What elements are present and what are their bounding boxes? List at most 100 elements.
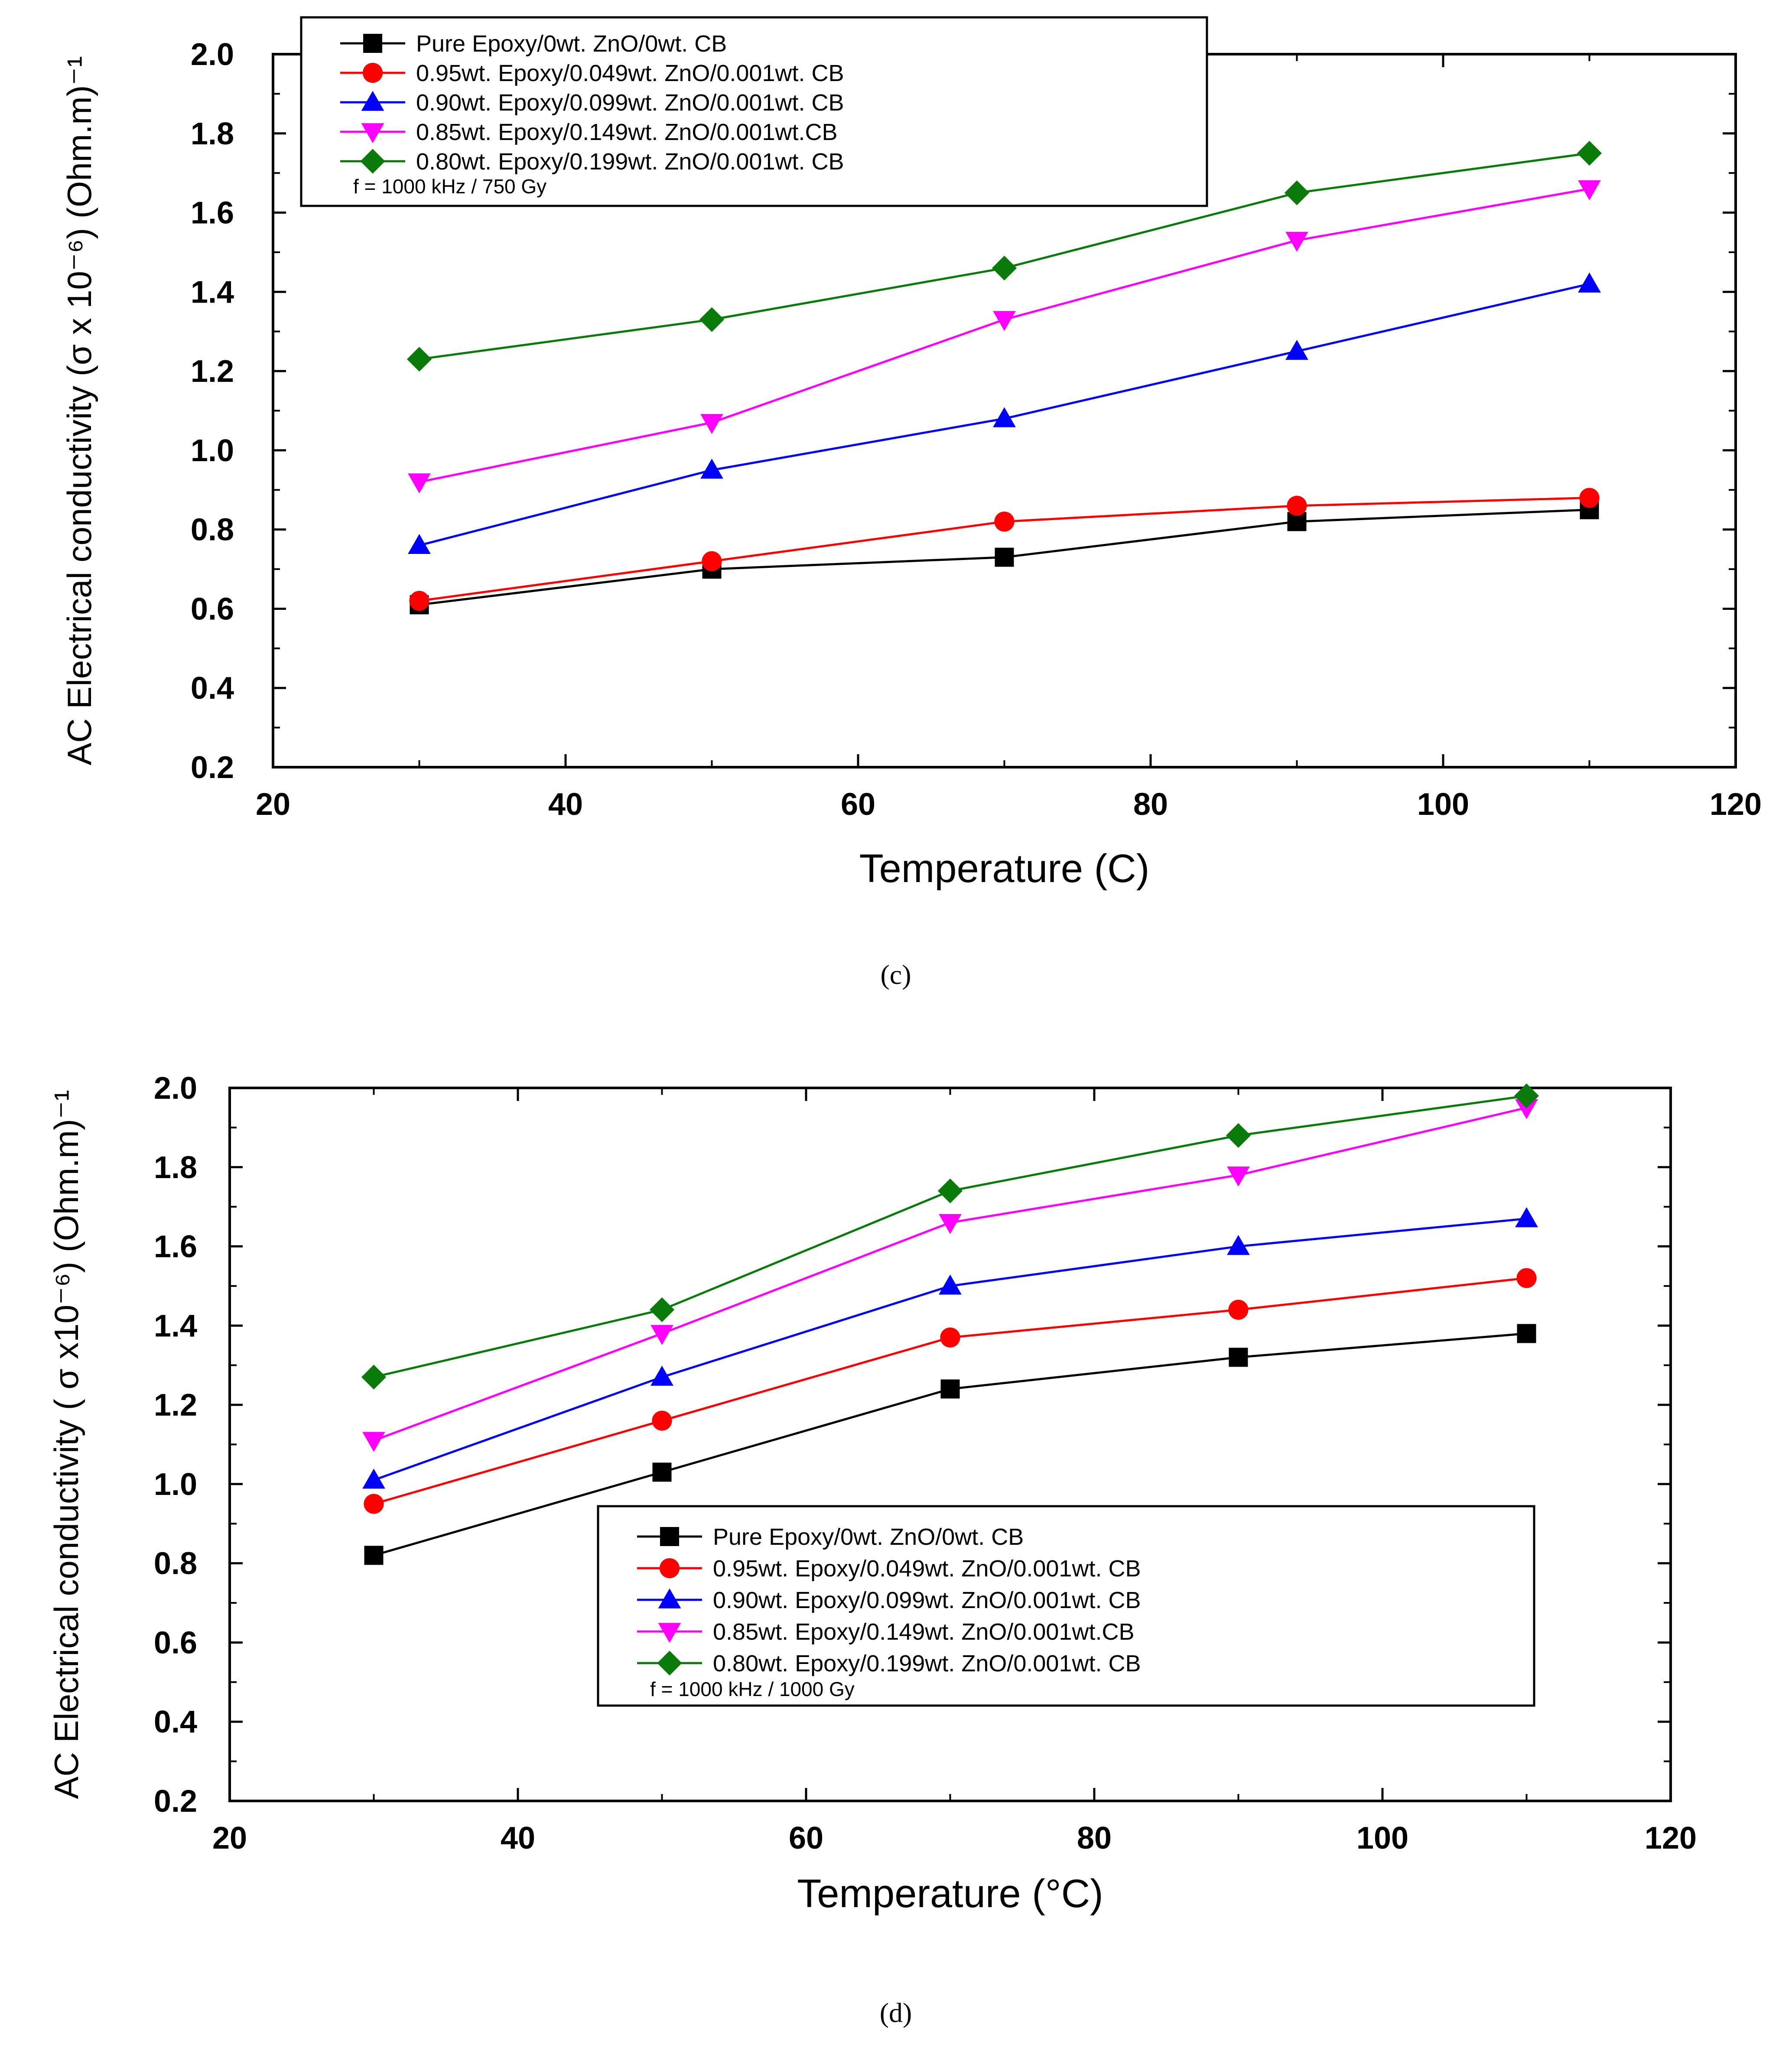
legend-entry: 0.80wt. Epoxy/0.199wt. ZnO/0.001wt. CB — [416, 149, 844, 175]
y-tick-label: 1.4 — [154, 1309, 197, 1343]
x-axis-label: Temperature (°C) — [797, 1872, 1103, 1916]
data-point — [1515, 1207, 1538, 1227]
data-point — [1579, 488, 1600, 508]
series-3 — [362, 1099, 1538, 1452]
legend-box — [597, 1505, 1535, 1707]
data-point — [1578, 180, 1601, 201]
data-point — [939, 1274, 962, 1295]
series-4 — [361, 1083, 1539, 1390]
series-0 — [364, 1324, 1536, 1565]
legend-entry: 0.80wt. Epoxy/0.199wt. ZnO/0.001wt. CB — [713, 1651, 1141, 1677]
data-point — [993, 311, 1016, 331]
x-axis-label: Temperature (C) — [859, 847, 1150, 891]
data-point — [939, 1214, 962, 1234]
series-4 — [407, 140, 1602, 372]
data-point — [1226, 1123, 1251, 1148]
data-point — [940, 1327, 960, 1348]
data-point — [408, 473, 431, 494]
y-tick-label: 1.0 — [191, 433, 234, 468]
y-tick-label: 1.2 — [154, 1388, 197, 1423]
x-tick-label: 20 — [256, 787, 290, 822]
data-point — [1229, 1348, 1248, 1367]
data-point — [650, 1365, 673, 1386]
data-point — [650, 1325, 673, 1345]
data-point — [1577, 140, 1602, 166]
data-point — [700, 414, 723, 434]
data-point — [652, 1462, 672, 1482]
panel-label: (c) — [880, 959, 911, 990]
legend-entry: 0.90wt. Epoxy/0.099wt. ZnO/0.001wt. CB — [713, 1587, 1141, 1613]
legend-marker — [363, 34, 382, 53]
y-tick-label: 2.0 — [191, 37, 234, 72]
data-point — [652, 1410, 672, 1431]
x-tick-label: 60 — [841, 787, 875, 822]
data-point — [1514, 1083, 1539, 1108]
data-point — [994, 511, 1015, 532]
legend-entry: 0.90wt. Epoxy/0.099wt. ZnO/0.001wt. CB — [416, 90, 844, 116]
series-3 — [408, 180, 1601, 494]
y-tick-label: 1.8 — [154, 1150, 197, 1185]
x-tick-label: 40 — [501, 1821, 535, 1856]
y-axis-label: AC Electrical conductivity (σ x 10⁻⁶) (O… — [60, 56, 98, 765]
y-tick-label: 1.0 — [154, 1467, 197, 1502]
data-point — [361, 1364, 387, 1390]
y-tick-label: 1.4 — [191, 275, 234, 309]
data-point — [1287, 495, 1307, 516]
legend-entry: Pure Epoxy/0wt. ZnO/0wt. CB — [713, 1524, 1024, 1550]
y-tick-label: 1.6 — [191, 196, 234, 231]
series-1 — [409, 488, 1600, 611]
series-1 — [364, 1268, 1537, 1514]
legend-note: f = 1000 kHz / 750 Gy — [353, 175, 546, 198]
y-tick-label: 0.6 — [154, 1625, 197, 1660]
y-tick-label: 1.8 — [191, 117, 234, 151]
series-2 — [408, 272, 1601, 554]
data-point — [408, 534, 431, 554]
data-point — [1285, 340, 1308, 360]
legend-marker — [660, 1527, 679, 1546]
y-tick-label: 1.2 — [191, 354, 234, 389]
y-tick-label: 0.4 — [191, 671, 234, 706]
data-point — [1284, 180, 1310, 205]
legend-note: f = 1000 kHz / 1000 Gy — [650, 1678, 855, 1700]
x-tick-label: 60 — [789, 1821, 823, 1856]
legend-entry: 0.85wt. Epoxy/0.149wt. ZnO/0.001wt.CB — [713, 1619, 1135, 1645]
data-point — [993, 407, 1016, 427]
data-point — [1227, 1235, 1250, 1255]
legend-box — [300, 16, 1208, 207]
series-line — [373, 1218, 1527, 1481]
data-point — [1516, 1268, 1537, 1288]
legend-entry: Pure Epoxy/0wt. ZnO/0wt. CB — [416, 31, 727, 57]
x-tick-label: 80 — [1077, 1821, 1112, 1856]
data-point — [1285, 231, 1308, 252]
x-tick-label: 40 — [548, 787, 583, 822]
data-point — [649, 1297, 675, 1322]
data-point — [699, 307, 725, 332]
y-tick-label: 0.2 — [191, 750, 234, 785]
x-tick-label: 100 — [1417, 787, 1469, 822]
data-point — [407, 347, 432, 372]
legend-marker — [360, 149, 385, 174]
data-point — [995, 547, 1014, 567]
chart-panel-d: 0.2 0.4 0.6 0.8 1.0 1.2 1.4 1.6 1.8 2.0 20 40 60 80 10… — [47, 1071, 1697, 2028]
legend-entry: 0.95wt. Epoxy/0.049wt. ZnO/0.001wt. CB — [416, 60, 844, 86]
data-point — [700, 459, 723, 479]
legend: Pure Epoxy/0wt. ZnO/0wt. CB 0.95wt. Epoxy… — [597, 1505, 1535, 1707]
panel-label: (d) — [880, 1997, 912, 2028]
y-tick-label: 0.8 — [154, 1547, 197, 1581]
legend-marker — [659, 1558, 680, 1579]
y-axis-label: AC Electrical conductivity ( σ x10⁻⁶) (O… — [47, 1090, 85, 1799]
x-tick-label: 80 — [1133, 787, 1168, 822]
legend-marker — [361, 91, 384, 111]
x-tick-label: 120 — [1710, 787, 1762, 822]
data-point — [940, 1379, 960, 1399]
legend-marker — [658, 1588, 681, 1608]
data-point — [409, 591, 429, 611]
data-point — [362, 1432, 385, 1452]
x-tick-label: 120 — [1645, 1821, 1697, 1856]
data-point — [1578, 272, 1601, 293]
chart-panel-c: 0.2 0.4 0.6 0.8 1.0 1.2 1.4 1.6 1.8 2.0 20 40 60 80 10… — [60, 16, 1762, 990]
legend-marker — [657, 1651, 682, 1676]
y-tick-label: 0.4 — [154, 1705, 197, 1739]
legend-marker — [362, 62, 383, 83]
